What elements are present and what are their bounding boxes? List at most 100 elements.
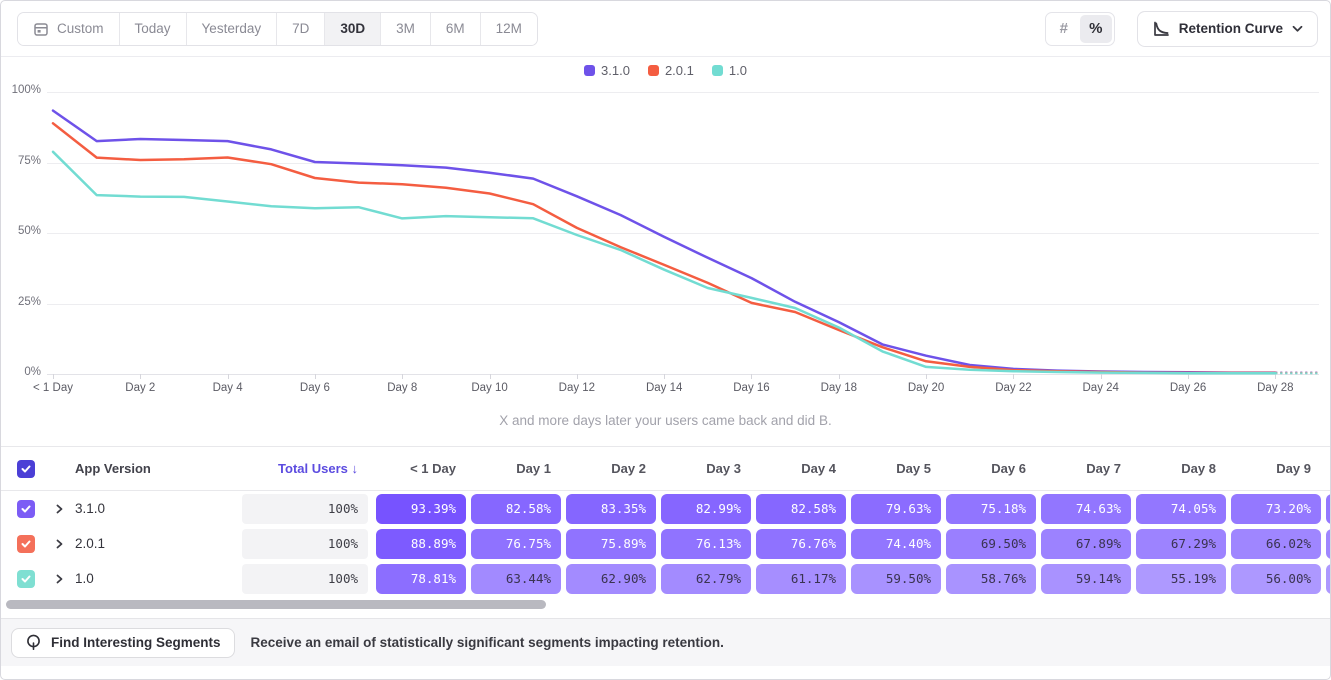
retention-cell[interactable]: 76.76% (756, 528, 846, 559)
retention-cell[interactable]: 75.18% (946, 493, 1036, 524)
day-column-header: Day 3 (706, 461, 741, 476)
retention-cell[interactable]: 82.99% (661, 493, 751, 524)
retention-table: App Version Total Users ↓ < 1 Day Day 1 Day … (1, 446, 1330, 596)
retention-cell-clipped[interactable] (1326, 493, 1330, 524)
row-checkbox-1.0[interactable] (17, 569, 35, 588)
retention-cell-clipped[interactable] (1326, 528, 1330, 559)
range-label: Today (134, 21, 171, 36)
retention-cell[interactable]: 76.13% (661, 528, 751, 559)
retention-cell[interactable]: 67.89% (1041, 528, 1131, 559)
x-axis-label: Day 14 (645, 382, 683, 394)
gridline-0 (47, 374, 1319, 375)
x-axis-tick (664, 374, 666, 379)
retention-cell[interactable]: 59.14% (1041, 563, 1131, 594)
total-users-header[interactable]: Total Users ↓ (278, 461, 358, 476)
retention-cell[interactable]: 76.75% (471, 528, 561, 559)
retention-cell[interactable]: 74.63% (1041, 493, 1131, 524)
retention-cell[interactable]: 61.17% (756, 563, 846, 594)
y-axis-label: 100% (11, 84, 41, 96)
x-axis-tick (402, 374, 404, 379)
retention-cell[interactable]: 93.39% (376, 493, 466, 524)
select-all-checkbox[interactable] (17, 459, 35, 478)
retention-cell[interactable]: 62.79% (661, 563, 751, 594)
absolute-mode-button[interactable]: # (1059, 20, 1068, 37)
x-axis-tick (751, 374, 753, 379)
range-button-yesterday[interactable]: Yesterday (186, 12, 278, 45)
legend-label: 1.0 (728, 63, 747, 78)
retention-cell[interactable]: 55.19% (1136, 563, 1226, 594)
day-column-header: Day 6 (991, 461, 1026, 476)
footer-message: Receive an email of statistically signif… (250, 635, 724, 650)
retention-cell-clipped[interactable] (1326, 563, 1330, 594)
retention-cell[interactable]: 82.58% (756, 493, 846, 524)
retention-cell[interactable]: 82.58% (471, 493, 561, 524)
x-axis-label: Day 2 (125, 382, 156, 394)
chart-type-label: Retention Curve (1178, 21, 1283, 36)
range-button-custom[interactable]: Custom (18, 12, 120, 45)
x-axis-label: < 1 Day (33, 382, 73, 394)
legend-swatch (711, 65, 723, 76)
retention-cell[interactable]: 66.02% (1231, 528, 1321, 559)
table-row[interactable]: 1.0 100% 78.81% 63.44% 62.90% 62.79% 61.17% 59.… (1, 561, 1330, 596)
retention-cell[interactable]: 78.81% (376, 563, 466, 594)
footer-bar: Find Interesting Segments Receive an ema… (1, 618, 1330, 666)
x-axis-tick (1013, 374, 1015, 379)
range-button-7d[interactable]: 7D (277, 12, 326, 45)
retention-cell[interactable]: 79.63% (851, 493, 941, 524)
legend-item-3.1.0[interactable]: 3.1.0 (584, 63, 630, 78)
lightbulb-icon (25, 634, 42, 651)
scrollbar-thumb[interactable] (6, 600, 546, 609)
retention-cell[interactable]: 74.05% (1136, 493, 1226, 524)
x-axis-tick (838, 374, 840, 379)
series-line-3.1.0 (51, 109, 1277, 374)
y-axis-label: 0% (24, 366, 41, 378)
table-row[interactable]: 3.1.0 100% 93.39% 82.58% 83.35% 82.99% 82.58% 7… (1, 491, 1330, 526)
app-version-label: 1.0 (75, 571, 94, 586)
expand-row-icon[interactable] (54, 503, 65, 515)
percent-mode-button[interactable]: % (1079, 14, 1112, 43)
x-axis-tick (314, 374, 316, 379)
retention-cell[interactable]: 56.00% (1231, 563, 1321, 594)
legend-item-1.0[interactable]: 1.0 (711, 63, 747, 78)
row-checkbox-2.0.1[interactable] (17, 534, 35, 553)
range-label: 7D (292, 21, 310, 36)
retention-cell[interactable]: 69.50% (946, 528, 1036, 559)
expand-row-icon[interactable] (54, 573, 65, 585)
day-column-headers: < 1 Day Day 1 Day 2 Day 3 Day 4 Day 5 Day 6 Day… (376, 461, 1321, 476)
retention-cell[interactable]: 63.44% (471, 563, 561, 594)
range-label: Yesterday (201, 21, 262, 36)
retention-cell[interactable]: 75.89% (566, 528, 656, 559)
x-axis-tick (53, 374, 54, 379)
retention-cell[interactable]: 74.40% (851, 528, 941, 559)
expand-row-icon[interactable] (54, 538, 65, 550)
find-interesting-segments-button[interactable]: Find Interesting Segments (11, 627, 235, 658)
x-axis-tick (489, 374, 491, 379)
x-axis-tick (926, 374, 928, 379)
retention-cell[interactable]: 59.50% (851, 563, 941, 594)
chart-type-dropdown[interactable]: Retention Curve (1136, 10, 1318, 47)
retention-cells: 93.39% 82.58% 83.35% 82.99% 82.58% 79.63% 75.1… (376, 493, 1330, 524)
retention-cell[interactable]: 73.20% (1231, 493, 1321, 524)
x-axis-label: Day 16 (733, 382, 770, 394)
x-axis-label: Day 6 (299, 382, 330, 394)
x-axis-label: Day 8 (387, 382, 418, 394)
range-button-30d[interactable]: 30D (325, 12, 382, 45)
row-checkbox-3.1.0[interactable] (17, 499, 35, 518)
retention-cell[interactable]: 58.76% (946, 563, 1036, 594)
range-button-3m[interactable]: 3M (381, 12, 431, 45)
retention-cell[interactable]: 83.35% (566, 493, 656, 524)
y-axis-label: 50% (17, 225, 41, 237)
retention-cell[interactable]: 62.90% (566, 563, 656, 594)
row-name-cell: 3.1.0 (35, 501, 236, 516)
retention-cell[interactable]: 88.89% (376, 528, 466, 559)
range-button-6m[interactable]: 6M (430, 12, 481, 45)
retention-cell[interactable]: 67.29% (1136, 528, 1226, 559)
x-axis-tick (1188, 374, 1190, 379)
range-button-today[interactable]: Today (119, 12, 187, 45)
range-button-12m[interactable]: 12M (480, 12, 537, 45)
gridline-50 (47, 233, 1319, 234)
table-row[interactable]: 2.0.1 100% 88.89% 76.75% 75.89% 76.13% 76.76% 7… (1, 526, 1330, 561)
x-axis-tick (1275, 374, 1277, 379)
legend-item-2.0.1[interactable]: 2.0.1 (647, 63, 694, 78)
